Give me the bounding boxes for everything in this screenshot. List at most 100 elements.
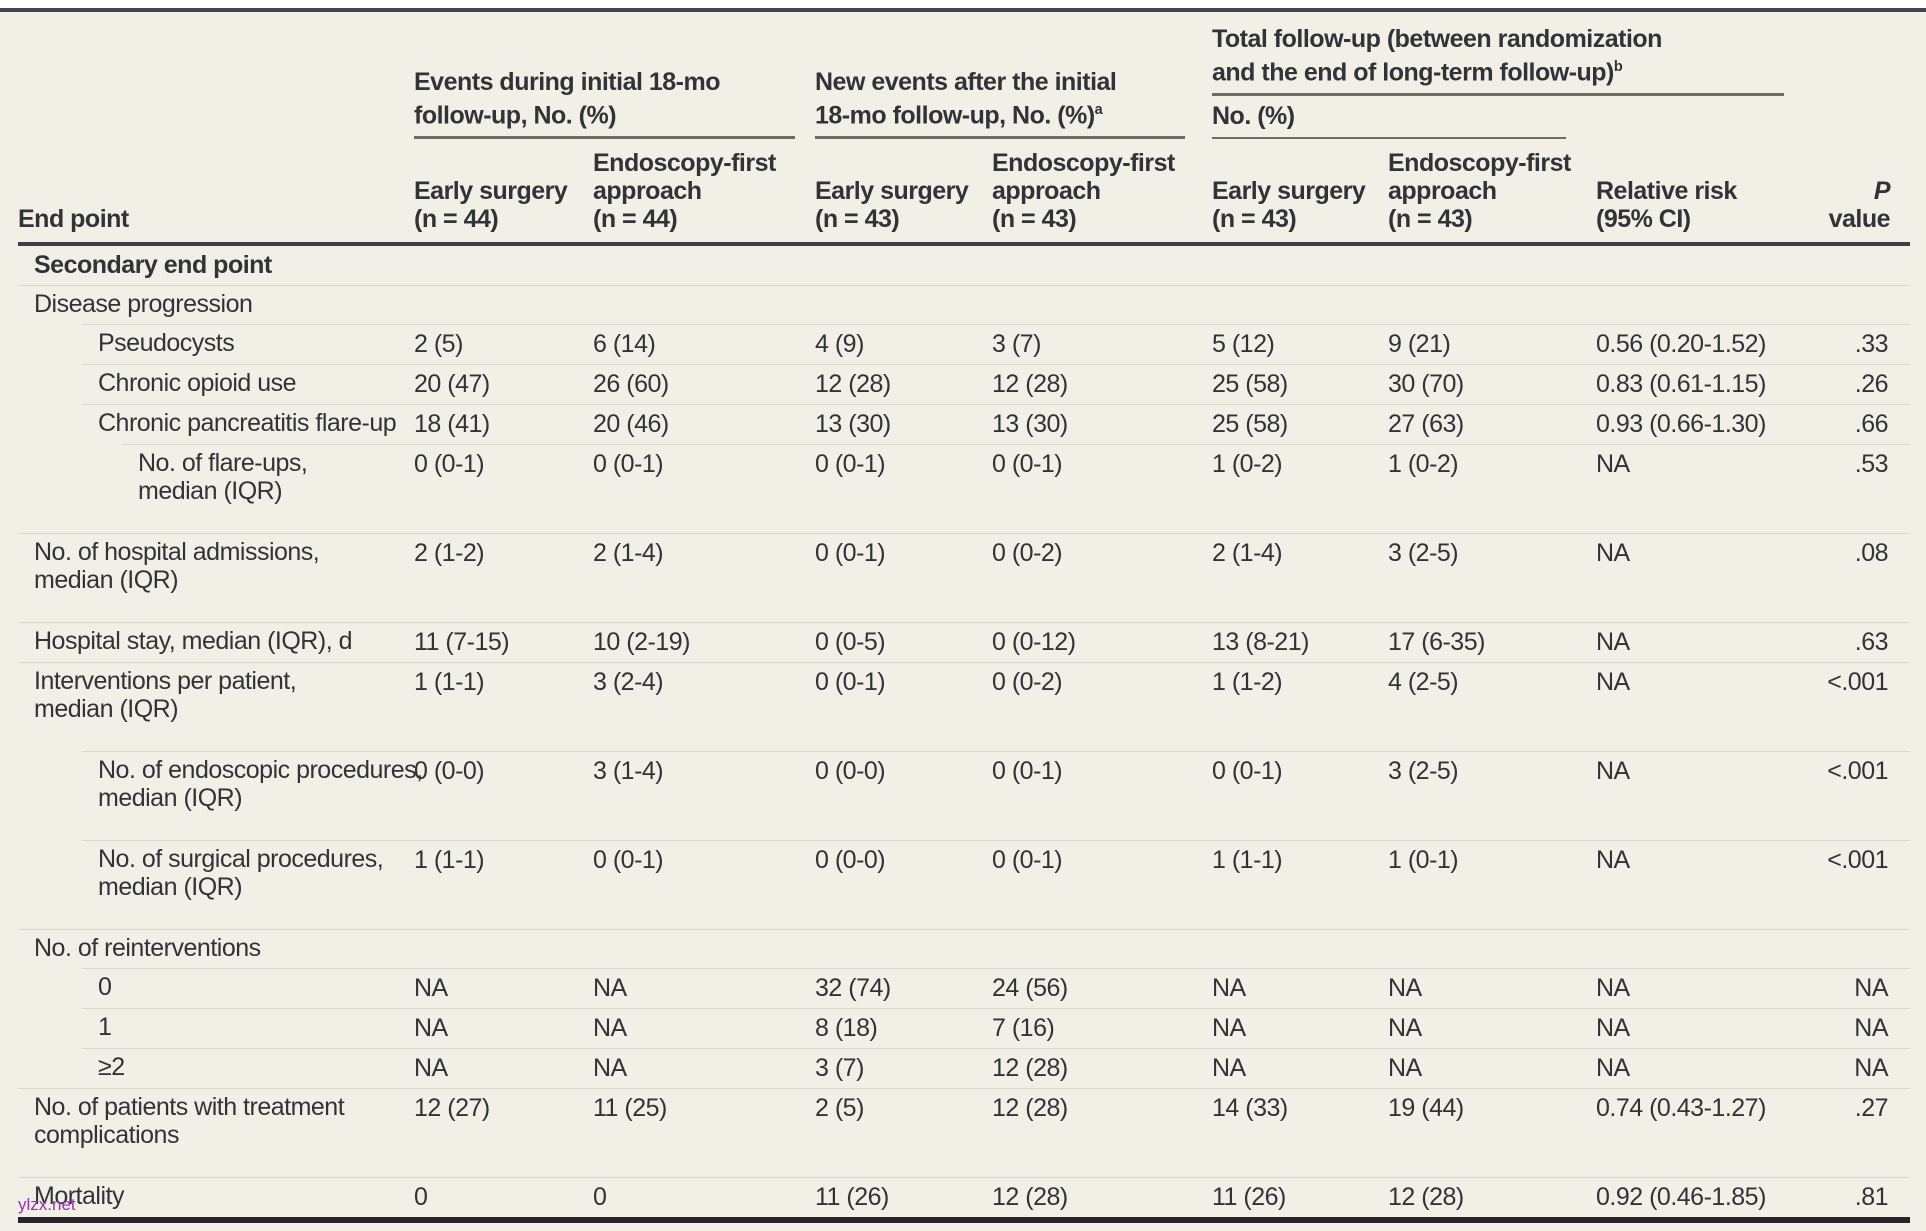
- cell-value: .63: [1826, 621, 1911, 662]
- cell-value: [815, 284, 992, 324]
- cell-value: NA: [1596, 1047, 1827, 1088]
- footnote-marker: b: [1613, 58, 1623, 75]
- cell-value: 3 (7): [992, 323, 1212, 364]
- col-endoscopy-first-43-new: Endoscopy-first approach (n = 43): [992, 139, 1212, 246]
- cell-value: 3 (2-4): [593, 661, 815, 751]
- cell-value: NA: [1826, 1047, 1911, 1088]
- cell-value: 3 (2-5): [1388, 750, 1596, 840]
- table-row: Chronic opioid use 20 (47) 26 (60) 12 (28) 1…: [18, 363, 1911, 404]
- cell-value: 0 (0-2): [992, 532, 1212, 622]
- cell-value: [593, 244, 815, 285]
- cell-value: 0 (0-0): [414, 750, 593, 840]
- cell-value: 0 (0-1): [1212, 750, 1388, 840]
- cell-value: NA: [1212, 967, 1388, 1008]
- p-value-header: P value: [1826, 12, 1911, 246]
- cell-value: [1596, 284, 1827, 324]
- cell-value: NA: [1212, 1047, 1388, 1088]
- cell-value: [1212, 244, 1388, 285]
- cell-value: 0 (0-2): [992, 661, 1212, 751]
- row-label: 0: [18, 968, 414, 1008]
- row-label: No. of hospital admissions, median (IQR): [18, 533, 414, 622]
- cell-value: 32 (74): [815, 967, 992, 1008]
- row-label: Disease progression: [18, 285, 414, 324]
- cell-value: 0.92 (0.46-1.85): [1596, 1176, 1827, 1223]
- cell-value: 3 (1-4): [593, 750, 815, 840]
- cell-value: [593, 928, 815, 968]
- row-label: ≥2: [18, 1048, 414, 1088]
- cell-value: .66: [1826, 403, 1911, 444]
- table-row: Mortality 0 0 11 (26) 12 (28) 11 (26) 12 (28) 0…: [18, 1176, 1911, 1223]
- table-row: No. of reinterventions: [18, 928, 1911, 968]
- cell-value: 0.83 (0.61-1.15): [1596, 363, 1827, 404]
- table-row: Secondary end point: [18, 244, 1910, 285]
- cell-value: [1596, 244, 1826, 285]
- cell-value: .26: [1826, 363, 1911, 404]
- footnote-marker: a: [1094, 101, 1103, 118]
- cell-value: .08: [1826, 532, 1911, 622]
- cell-value: 0 (0-1): [593, 839, 815, 929]
- cell-value: NA: [593, 1047, 815, 1088]
- cell-value: 14 (33): [1212, 1087, 1388, 1177]
- outcomes-table: End point Events during initial 18-mo fol…: [18, 12, 1911, 1223]
- cell-value: NA: [1596, 443, 1827, 533]
- cell-value: 17 (6-35): [1388, 621, 1596, 662]
- cell-value: <.001: [1826, 750, 1911, 840]
- cell-value: [815, 928, 992, 968]
- table-row: Interventions per patient, median (IQR) 1 …: [18, 661, 1911, 751]
- cell-value: 0.56 (0.20-1.52): [1596, 323, 1827, 364]
- row-label: Mortality: [18, 1177, 414, 1223]
- cell-value: 0 (0-1): [815, 532, 992, 622]
- cell-value: 24 (56): [992, 967, 1212, 1008]
- cell-value: 12 (28): [992, 1176, 1212, 1223]
- table-row: Hospital stay, median (IQR), d 11 (7-15) 1…: [18, 621, 1911, 662]
- row-label: No. of surgical procedures, median (IQR): [18, 840, 414, 929]
- cell-value: 25 (58): [1212, 403, 1388, 444]
- cell-value: NA: [1596, 661, 1827, 751]
- cell-value: NA: [1826, 1007, 1911, 1048]
- table-row: Disease progression: [18, 284, 1911, 324]
- cell-value: NA: [1388, 967, 1596, 1008]
- table-row: Pseudocysts 2 (5) 6 (14) 4 (9) 3 (7) 5 (12) 9 …: [18, 323, 1911, 364]
- cell-value: 12 (28): [992, 363, 1212, 404]
- end-point-header: End point: [18, 12, 414, 246]
- cell-value: NA: [593, 1007, 815, 1048]
- cell-value: NA: [1826, 967, 1911, 1008]
- cell-value: [414, 928, 593, 968]
- cell-value: 0.74 (0.43-1.27): [1596, 1087, 1827, 1177]
- row-label: No. of flare-ups, median (IQR): [18, 444, 414, 533]
- cell-value: 1 (1-2): [1212, 661, 1388, 751]
- col-early-surgery-44: Early surgery (n = 44): [414, 139, 593, 246]
- cell-value: 4 (2-5): [1388, 661, 1596, 751]
- cell-value: [414, 284, 593, 324]
- cell-value: 1 (0-1): [1388, 839, 1596, 929]
- cell-value: 13 (30): [815, 403, 992, 444]
- cell-value: [1596, 928, 1827, 968]
- table-row: No. of hospital admissions, median (IQR) 2…: [18, 532, 1911, 622]
- cell-value: 0 (0-1): [992, 443, 1212, 533]
- table-row: 0 NA NA 32 (74) 24 (56) NA NA NA NA: [18, 967, 1911, 1008]
- cell-value: NA: [1212, 1007, 1388, 1048]
- row-label: No. of patients with treatment complicati…: [18, 1088, 414, 1177]
- row-label: Pseudocysts: [18, 324, 414, 364]
- col-early-surgery-43-total: Early surgery (n = 43): [1212, 139, 1388, 246]
- cell-value: .81: [1826, 1176, 1911, 1223]
- cell-value: NA: [1388, 1047, 1596, 1088]
- table-row: ≥2 NA NA 3 (7) 12 (28) NA NA NA NA: [18, 1047, 1911, 1088]
- row-label: Chronic opioid use: [18, 364, 414, 404]
- cell-value: NA: [1596, 532, 1827, 622]
- cell-value: 12 (28): [815, 363, 992, 404]
- cell-value: [815, 244, 992, 285]
- cell-value: [1212, 284, 1388, 324]
- cell-value: 2 (5): [414, 323, 593, 364]
- row-label: Interventions per patient, median (IQR): [18, 662, 414, 751]
- cell-value: 1 (1-1): [1212, 839, 1388, 929]
- cell-value: .27: [1826, 1087, 1911, 1177]
- cell-value: 12 (27): [414, 1087, 593, 1177]
- col-relative-risk: Relative risk (95% CI): [1596, 139, 1827, 246]
- row-label: Hospital stay, median (IQR), d: [18, 622, 414, 662]
- cell-value: 0: [414, 1176, 593, 1223]
- cell-value: 3 (2-5): [1388, 532, 1596, 622]
- cell-value: 0 (0-5): [815, 621, 992, 662]
- cell-value: <.001: [1826, 839, 1911, 929]
- table-row: No. of patients with treatment complicati…: [18, 1087, 1911, 1177]
